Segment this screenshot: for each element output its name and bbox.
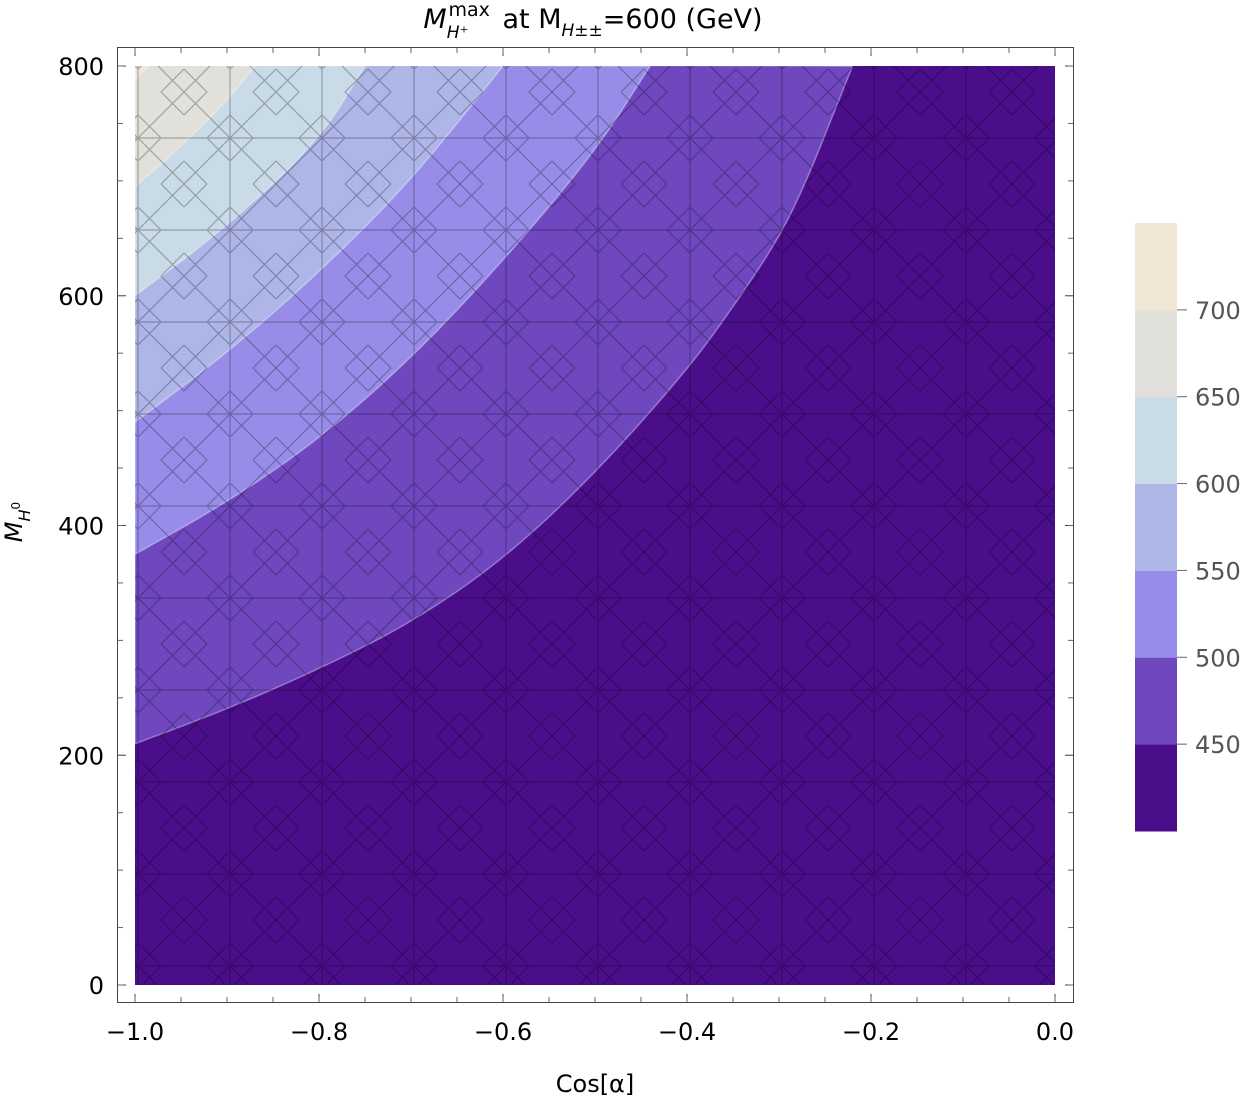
y-tick-label: 600: [58, 283, 104, 311]
x-tick-label: −0.4: [658, 1018, 716, 1046]
y-axis-label: MH0: [0, 502, 34, 542]
x-axis-ticks: −1.0 −0.8 −0.6 −0.4 −0.2 0.0: [106, 48, 1074, 1046]
x-tick-label: 0.0: [1036, 1018, 1074, 1046]
legend-label: 550: [1195, 557, 1241, 585]
legend-swatch: [1135, 570, 1177, 658]
legend-swatch: [1135, 223, 1177, 311]
x-tick-label: −0.2: [842, 1018, 900, 1046]
y-tick-label: 800: [58, 53, 104, 81]
legend-label: 650: [1195, 384, 1241, 412]
x-tick-label: −0.6: [474, 1018, 532, 1046]
legend-swatch: [1135, 309, 1177, 398]
mesh-overlay: [135, 66, 1055, 985]
x-tick-label: −1.0: [106, 1018, 164, 1046]
legend-swatch: [1135, 657, 1177, 745]
legend-label: 600: [1195, 471, 1241, 499]
y-tick-label: 400: [58, 513, 104, 541]
legend-swatch: [1135, 396, 1177, 485]
legend-swatch: [1135, 744, 1177, 832]
chart-title: MH⁺max at MH±±=600 (GeV): [423, 0, 762, 43]
plot-frame: [117, 47, 1074, 1003]
legend-label: 450: [1195, 731, 1241, 759]
legend: 450 500 550 600 650 700: [1135, 223, 1241, 832]
legend-label: 500: [1195, 644, 1241, 672]
y-tick-label: 0: [89, 972, 104, 1000]
x-axis-label: Cos[α]: [556, 1070, 635, 1098]
y-tick-label: 200: [58, 742, 104, 770]
y-axis-ticks: 0 200 400 600 800: [58, 53, 1073, 1000]
x-tick-label: −0.8: [290, 1018, 348, 1046]
legend-swatch: [1135, 483, 1177, 571]
legend-label: 700: [1195, 297, 1241, 325]
